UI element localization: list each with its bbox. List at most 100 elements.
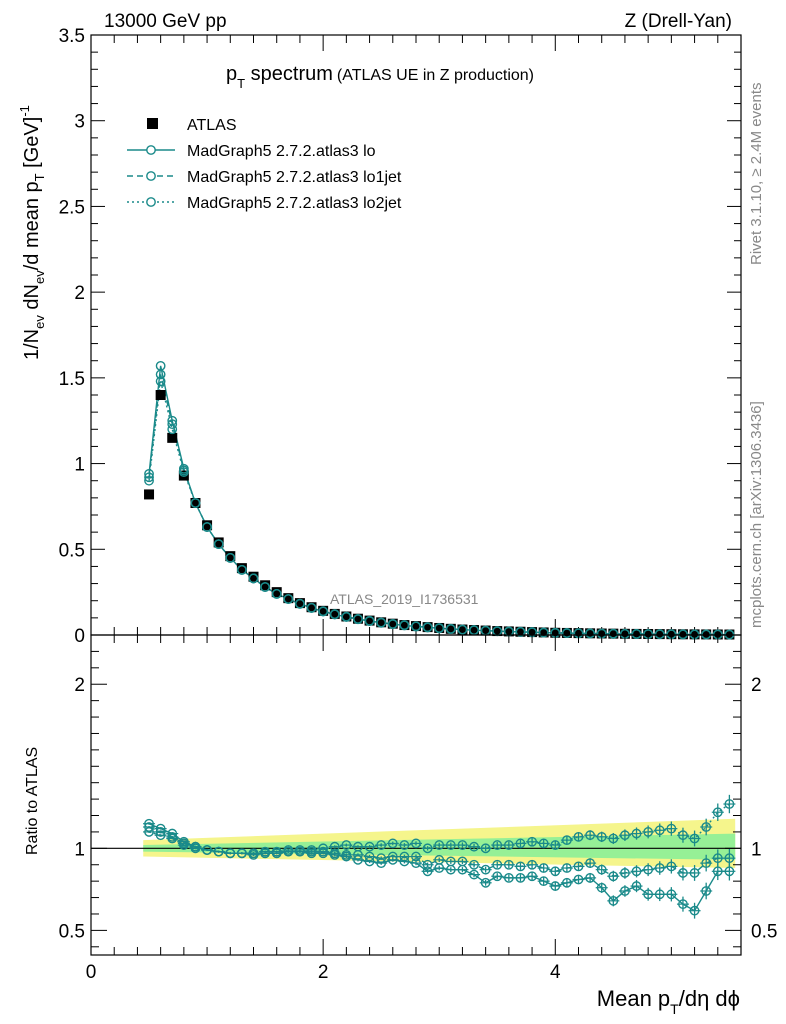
atlas-point <box>387 618 398 629</box>
mc-point-2 <box>399 620 410 630</box>
ratio-point-1 <box>724 853 735 864</box>
main-ytick-label: 1 <box>74 455 85 476</box>
ratio-point-0 <box>631 881 642 891</box>
mc-point-2 <box>271 588 282 599</box>
ratio-ytick-label-left: 2 <box>74 675 85 696</box>
atlas-point <box>190 498 201 508</box>
main-ytick-label: 0.5 <box>59 540 85 561</box>
ratio-point-2 <box>689 833 700 844</box>
ratio-point-2 <box>225 848 236 859</box>
ratio-ylabel: Ratio to ATLAS <box>24 747 41 855</box>
mc-point-2 <box>283 594 294 604</box>
atlas-point <box>480 625 491 636</box>
mc-point-2 <box>190 498 201 508</box>
ratio-point-0 <box>527 871 537 882</box>
mc-point-2 <box>469 625 479 635</box>
ratio-point-0 <box>701 886 712 896</box>
ratio-point-0 <box>689 905 700 916</box>
ratio-ytick-label-left: 1 <box>74 839 85 860</box>
legend-marker <box>146 145 156 155</box>
legend-entry: MadGraph5 2.7.2.atlas3 lo2jet <box>187 195 402 212</box>
atlas-point <box>527 627 538 638</box>
main-ytick-label: 3.5 <box>59 26 85 47</box>
atlas-point <box>654 629 665 640</box>
ratio-point-0 <box>596 882 607 893</box>
ratio-point-2 <box>329 841 340 852</box>
ratio-point-1 <box>364 851 375 862</box>
ratio-point-0 <box>643 889 654 900</box>
ratio-panel: 0.5 0.5 1 1 2 2 0 2 4 Ratio to ATLAS Mean pT/dη … <box>24 634 777 1017</box>
ratio-point-2 <box>666 823 677 834</box>
ratio-point-1 <box>596 864 607 875</box>
atlas-point <box>561 627 572 638</box>
atlas-point <box>294 598 305 609</box>
ratio-point-0 <box>515 872 526 883</box>
ratio-point-1 <box>445 856 456 867</box>
ratio-point-2 <box>620 830 630 841</box>
ratio-point-1 <box>712 853 723 864</box>
ratio-point-2 <box>387 838 398 849</box>
ratio-point-2 <box>155 830 166 841</box>
atlas-point <box>364 615 375 626</box>
ratio-point-1 <box>689 868 700 878</box>
mc-point-1 <box>167 419 178 430</box>
mc-point-2 <box>260 582 271 592</box>
ratio-point-2 <box>376 840 387 850</box>
mc-point-2 <box>654 629 665 640</box>
ratio-point-2 <box>260 846 271 857</box>
ratio-point-1 <box>387 851 398 862</box>
ratio-point-0 <box>480 877 491 888</box>
xtick-label: 2 <box>318 962 329 983</box>
ratio-point-0 <box>573 874 584 885</box>
ratio-point-1 <box>503 859 514 870</box>
ratio-point-2 <box>399 840 410 850</box>
mc-point-2 <box>422 622 433 633</box>
atlas-point <box>689 629 700 640</box>
ratio-point-2 <box>480 843 491 854</box>
atlas-point <box>306 602 317 613</box>
atlas-point <box>399 620 410 631</box>
ratio-point-1 <box>643 864 654 875</box>
mc-point-2 <box>445 623 456 634</box>
main-ytick-label: 1.5 <box>59 369 85 390</box>
mc-point-2 <box>608 628 619 639</box>
ratio-point-2 <box>167 833 178 844</box>
ratio-point-0 <box>492 871 503 882</box>
ratio-point-1 <box>561 863 572 873</box>
ratio-point-1 <box>678 868 688 878</box>
ratio-point-1 <box>550 866 561 877</box>
legend-atlas-marker <box>147 118 158 129</box>
mc-point-2 <box>144 475 154 486</box>
mc-point-2 <box>631 629 642 639</box>
atlas-point <box>457 624 468 635</box>
atlas-point <box>677 629 688 640</box>
mc-point-2 <box>353 613 363 624</box>
main-ytick-label: 2.5 <box>59 197 85 218</box>
mc-point-2 <box>387 618 398 629</box>
ratio-point-1 <box>341 849 352 860</box>
atlas-point <box>573 628 584 639</box>
atlas-point <box>248 571 259 582</box>
ratio-point-1 <box>527 859 537 870</box>
mcplots-label: mcplots.cern.ch [arXiv:1306.3436] <box>748 401 765 628</box>
ratio-point-1 <box>701 858 712 869</box>
ratio-point-0 <box>678 899 688 910</box>
atlas-point <box>260 580 271 591</box>
ratio-point-2 <box>724 799 735 809</box>
atlas-point <box>515 626 526 637</box>
ratio-point-2 <box>596 831 607 842</box>
ratio-point-2 <box>202 845 212 855</box>
ratio-point-0 <box>654 889 665 900</box>
atlas-point <box>236 563 247 574</box>
ratio-point-2 <box>248 848 259 859</box>
ratio-point-2 <box>550 840 561 850</box>
legend-marker <box>146 171 156 181</box>
ratio-point-1 <box>376 853 387 864</box>
mc-point-2 <box>155 376 166 387</box>
atlas-point <box>631 628 642 639</box>
main-ylabel: 1/Nev dNev/d mean pT [GeV]-1 <box>17 105 47 360</box>
ratio-point-2 <box>561 835 572 846</box>
ratio-frame <box>90 634 742 956</box>
atlas-point <box>329 608 340 619</box>
